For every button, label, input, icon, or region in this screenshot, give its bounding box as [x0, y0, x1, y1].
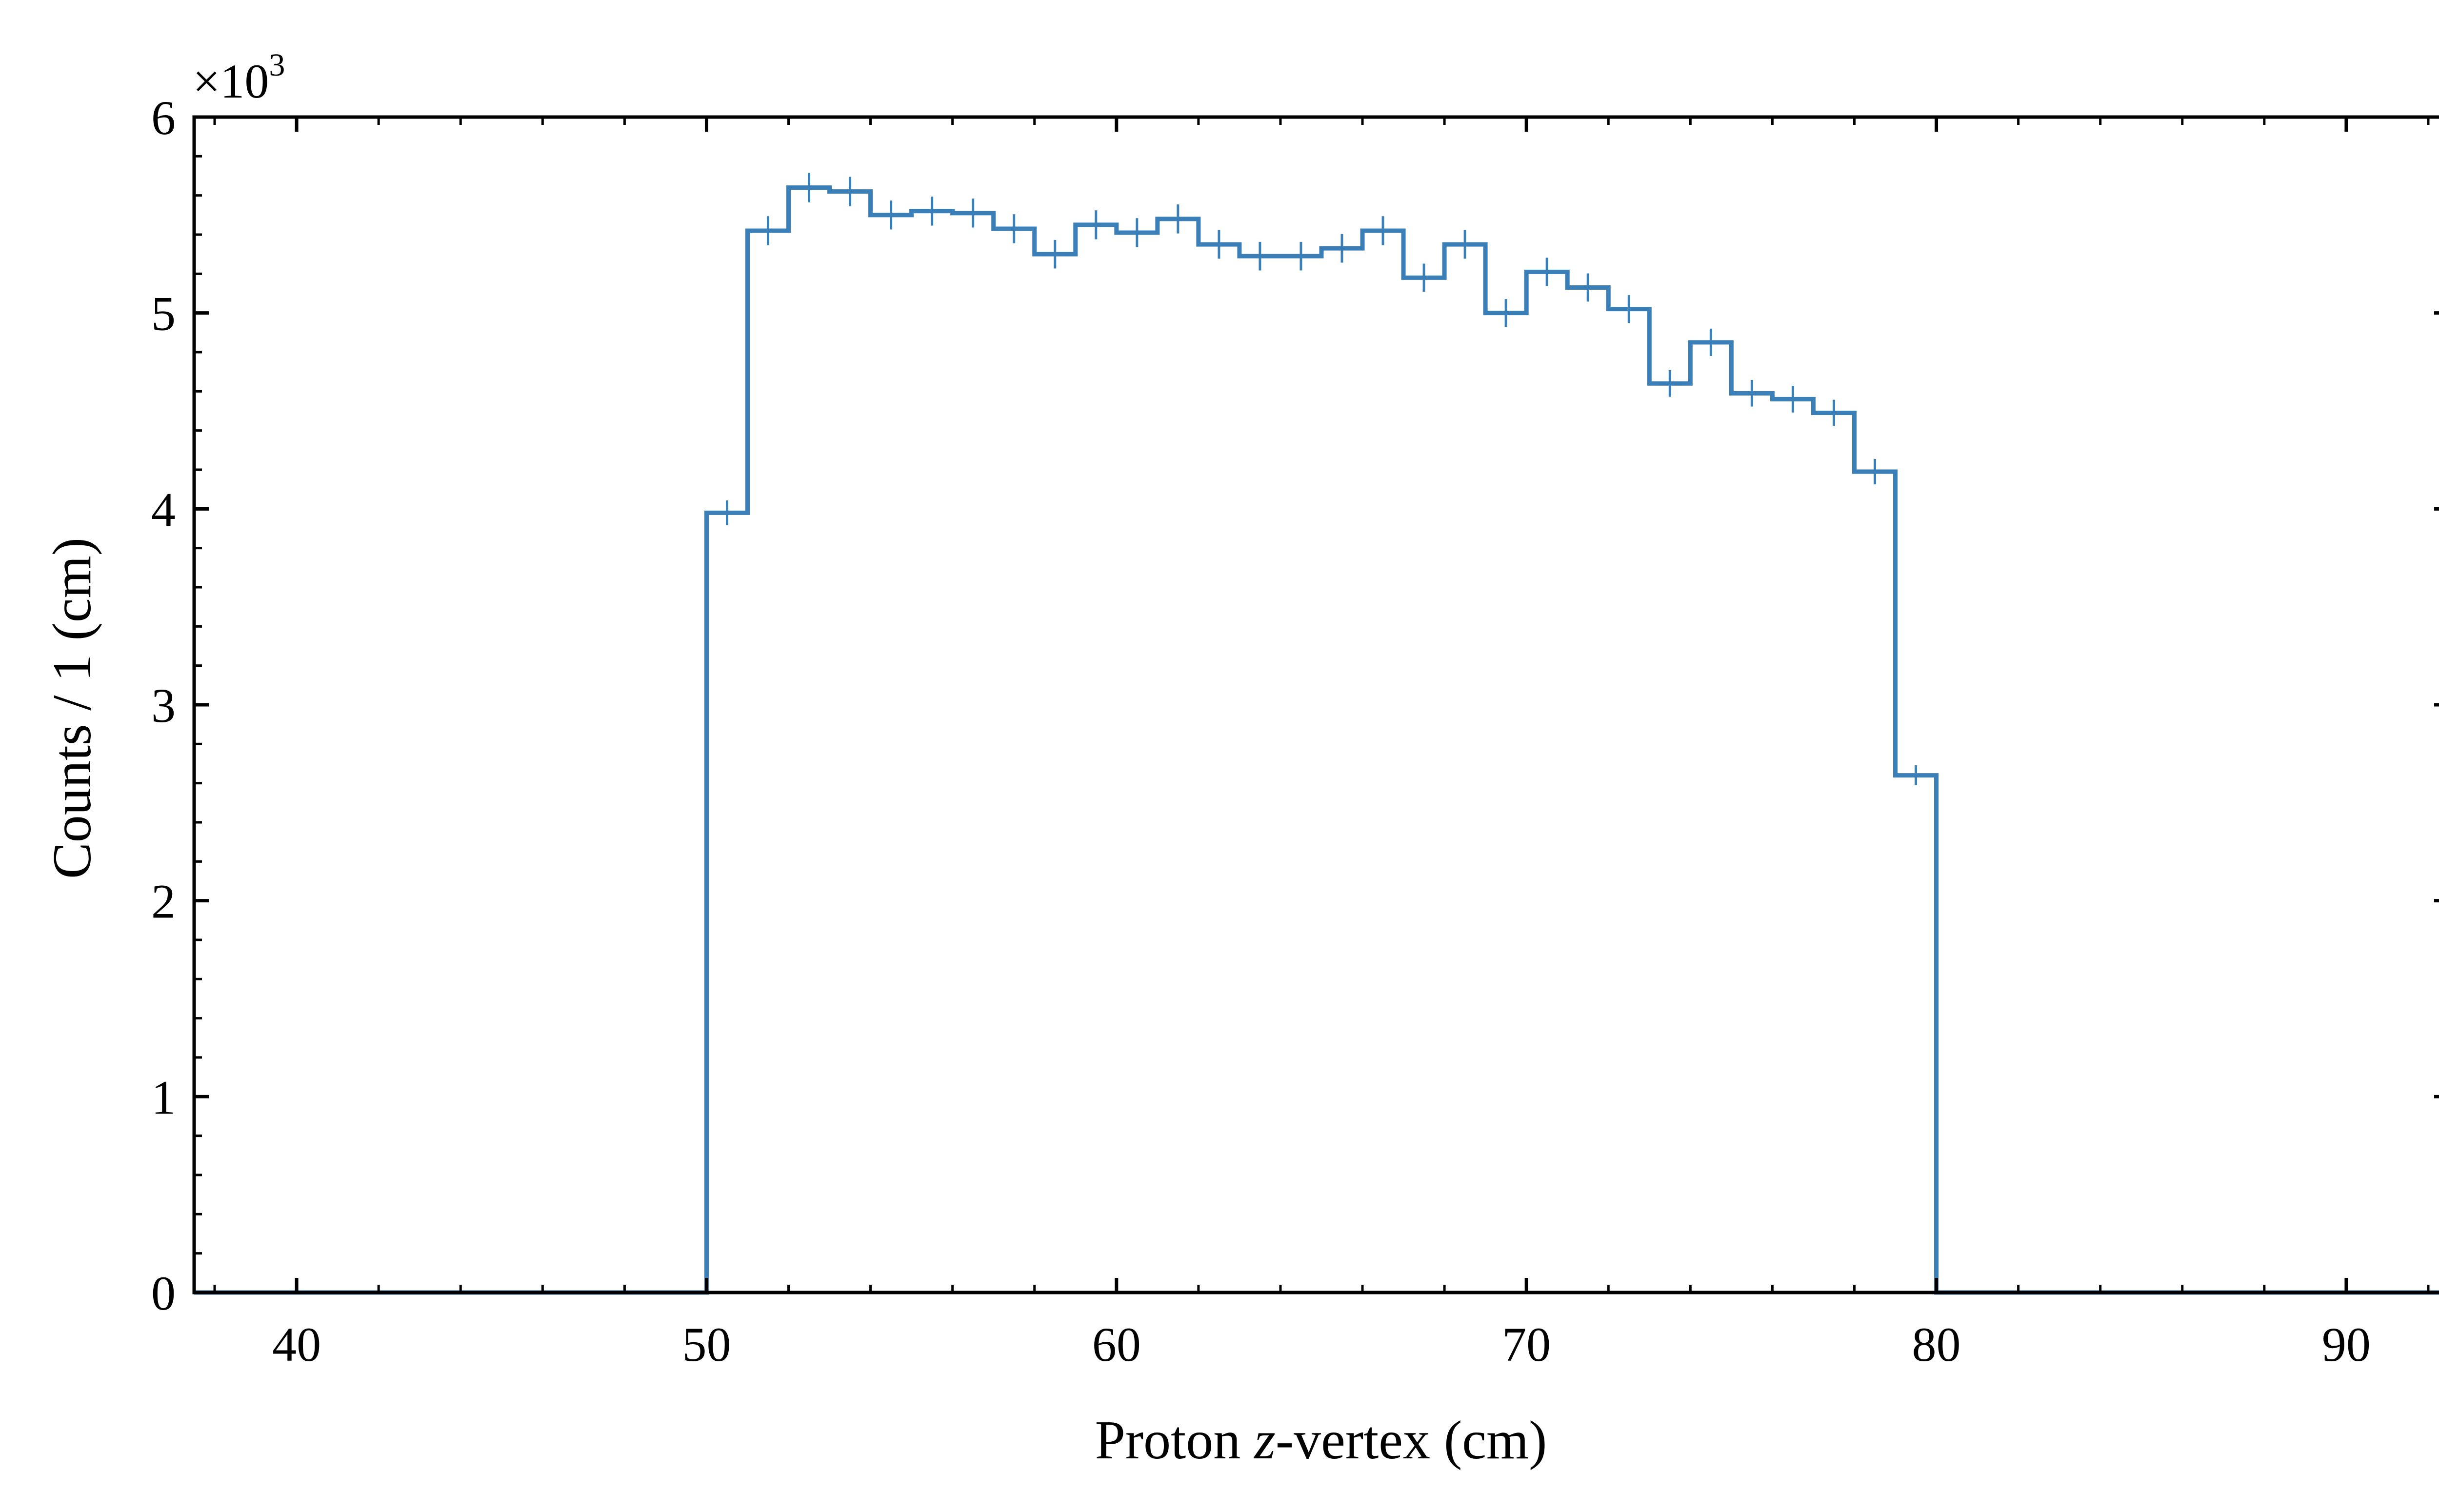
histogram-series-line [194, 185, 2439, 1295]
error-bars [714, 173, 1929, 786]
axis-ticks [194, 115, 2439, 1294]
y-tick-label: 5 [151, 287, 176, 341]
y-tick-label: 0 [151, 1266, 176, 1320]
x-tick-label: 40 [272, 1317, 321, 1372]
y-axis-multiplier: ×103 [193, 47, 285, 108]
y-multiplier-base: ×10 [193, 54, 269, 108]
y-tick-label: 2 [151, 875, 176, 929]
y-tick-label: 4 [151, 482, 176, 537]
x-tick-label: 90 [2322, 1317, 2371, 1372]
x-tick-label: 70 [1502, 1317, 1551, 1372]
plot-frame [192, 115, 2439, 1294]
y-tick-label: 6 [151, 91, 176, 145]
y-tick-label: 3 [151, 678, 176, 733]
x-tick-label: 50 [682, 1317, 731, 1372]
y-tick-labels: 0 1 2 3 4 5 6 [151, 91, 176, 1320]
x-axis-title-suffix: -vertex (cm) [1276, 1410, 1547, 1471]
y-axis-title: Counts / 1 (cm) [42, 537, 102, 879]
x-axis-title: Proton z-vertex (cm) [1095, 1410, 1547, 1471]
y-tick-label: 1 [151, 1070, 176, 1124]
x-axis-title-variable: z [1253, 1410, 1276, 1471]
y-multiplier-exponent: 3 [269, 47, 285, 83]
x-tick-labels: 40 50 60 70 80 90 [272, 1317, 2371, 1372]
x-tick-label: 60 [1092, 1317, 1141, 1372]
x-tick-label: 80 [1912, 1317, 1961, 1372]
x-axis-title-prefix: Proton [1095, 1410, 1255, 1471]
